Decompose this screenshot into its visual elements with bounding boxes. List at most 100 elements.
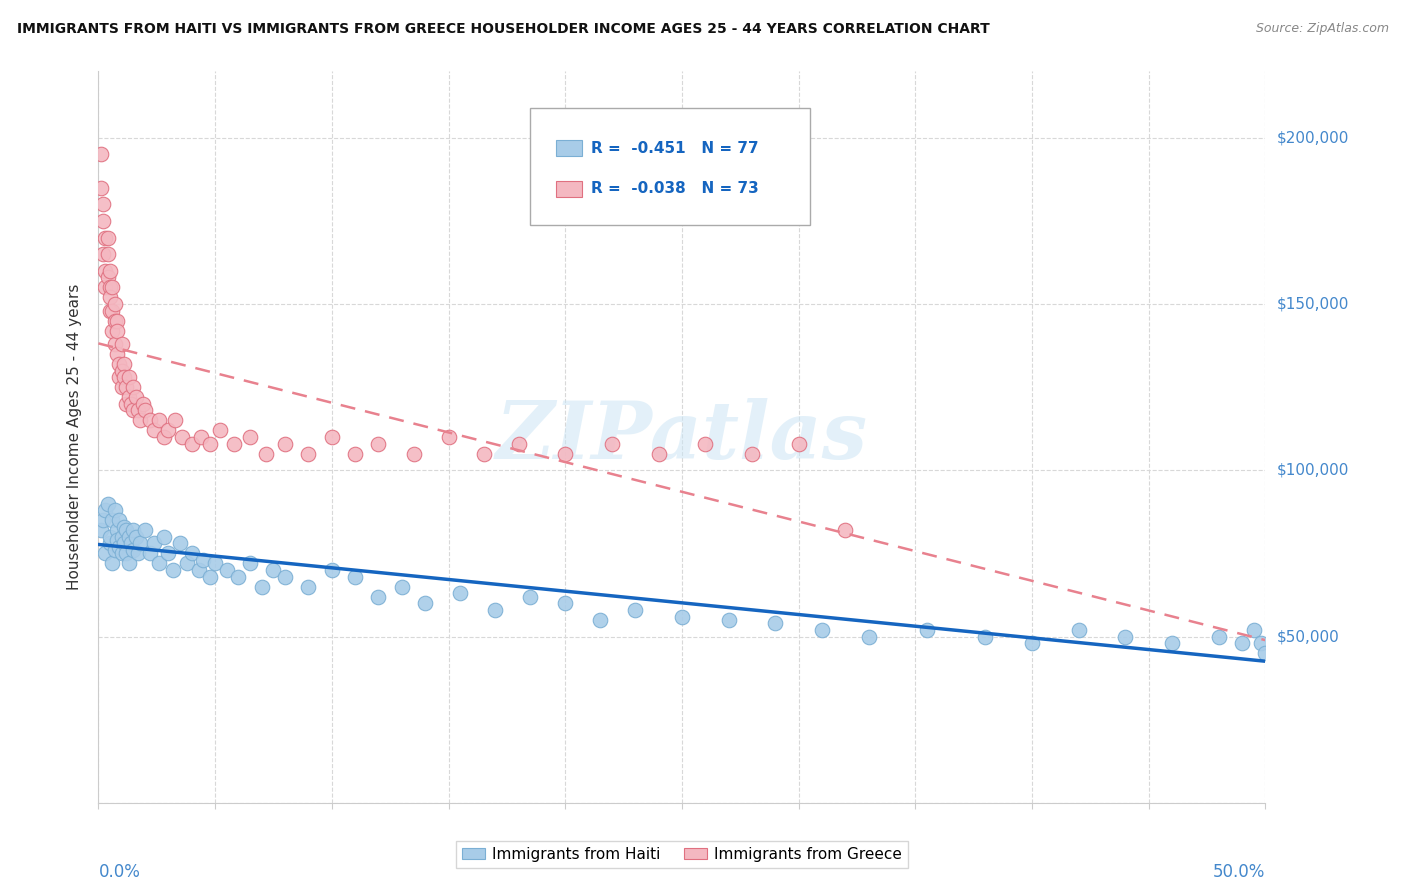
Point — [118, 557, 141, 571]
Point — [108, 357, 131, 371]
Point — [321, 563, 343, 577]
Point — [94, 280, 117, 294]
Point — [115, 397, 138, 411]
Point — [122, 543, 145, 558]
Point — [105, 314, 128, 328]
Point — [139, 413, 162, 427]
Text: Source: ZipAtlas.com: Source: ZipAtlas.com — [1256, 22, 1389, 36]
Point — [763, 616, 786, 631]
Y-axis label: Householder Income Ages 25 - 44 years: Householder Income Ages 25 - 44 years — [67, 284, 83, 591]
Point — [115, 380, 138, 394]
FancyBboxPatch shape — [555, 140, 582, 156]
Point — [152, 430, 174, 444]
Point — [105, 324, 128, 338]
Point — [190, 430, 212, 444]
Point — [111, 530, 134, 544]
Point — [90, 523, 112, 537]
Point — [1230, 636, 1253, 650]
Point — [98, 264, 121, 278]
Point — [98, 536, 121, 550]
Point — [200, 436, 222, 450]
Point — [97, 247, 120, 261]
Text: 50.0%: 50.0% — [1213, 863, 1265, 880]
Point — [94, 264, 117, 278]
Point — [695, 436, 717, 450]
Point — [717, 613, 740, 627]
Point — [105, 523, 128, 537]
Point — [321, 430, 343, 444]
Point — [134, 403, 156, 417]
Point — [105, 533, 128, 548]
FancyBboxPatch shape — [555, 181, 582, 197]
Point — [108, 540, 131, 554]
Point — [97, 230, 120, 244]
FancyBboxPatch shape — [530, 108, 810, 225]
Point — [472, 447, 495, 461]
Point — [180, 436, 202, 450]
Point — [449, 586, 471, 600]
Point — [367, 590, 389, 604]
Text: ZIPatlas: ZIPatlas — [496, 399, 868, 475]
Point — [97, 497, 120, 511]
Point — [484, 603, 506, 617]
Point — [94, 503, 117, 517]
Point — [143, 424, 166, 438]
Point — [413, 596, 436, 610]
Point — [111, 337, 134, 351]
Point — [98, 290, 121, 304]
Point — [152, 530, 174, 544]
Point — [91, 197, 114, 211]
Point — [834, 523, 856, 537]
Point — [108, 513, 131, 527]
Point — [554, 447, 576, 461]
Point — [101, 280, 124, 294]
Text: $100,000: $100,000 — [1277, 463, 1348, 478]
Point — [1254, 646, 1277, 660]
Point — [200, 570, 222, 584]
Point — [104, 503, 127, 517]
Point — [122, 403, 145, 417]
Point — [134, 523, 156, 537]
Point — [187, 563, 209, 577]
Point — [344, 570, 367, 584]
Point — [104, 337, 127, 351]
Point — [915, 623, 938, 637]
Point — [112, 520, 135, 534]
Point — [554, 596, 576, 610]
Point — [105, 347, 128, 361]
Point — [148, 557, 170, 571]
Point — [118, 390, 141, 404]
Point — [94, 230, 117, 244]
Point — [101, 557, 124, 571]
Point — [256, 447, 278, 461]
Point — [228, 570, 250, 584]
Point — [600, 436, 623, 450]
Point — [391, 580, 413, 594]
Point — [101, 324, 124, 338]
Point — [169, 536, 191, 550]
Point — [97, 270, 120, 285]
Point — [118, 530, 141, 544]
Text: $200,000: $200,000 — [1277, 130, 1348, 145]
Point — [104, 297, 127, 311]
Point — [122, 523, 145, 537]
Point — [297, 580, 319, 594]
Point — [111, 546, 134, 560]
Point — [118, 370, 141, 384]
Point — [176, 557, 198, 571]
Point — [239, 430, 262, 444]
Point — [367, 436, 389, 450]
Point — [120, 536, 142, 550]
Point — [108, 370, 131, 384]
Point — [139, 546, 162, 560]
Point — [127, 403, 149, 417]
Point — [274, 436, 297, 450]
Point — [94, 546, 117, 560]
Point — [172, 430, 194, 444]
Point — [132, 397, 155, 411]
Point — [671, 609, 693, 624]
Text: $50,000: $50,000 — [1277, 629, 1340, 644]
Point — [91, 513, 114, 527]
Point — [98, 530, 121, 544]
Point — [157, 424, 180, 438]
